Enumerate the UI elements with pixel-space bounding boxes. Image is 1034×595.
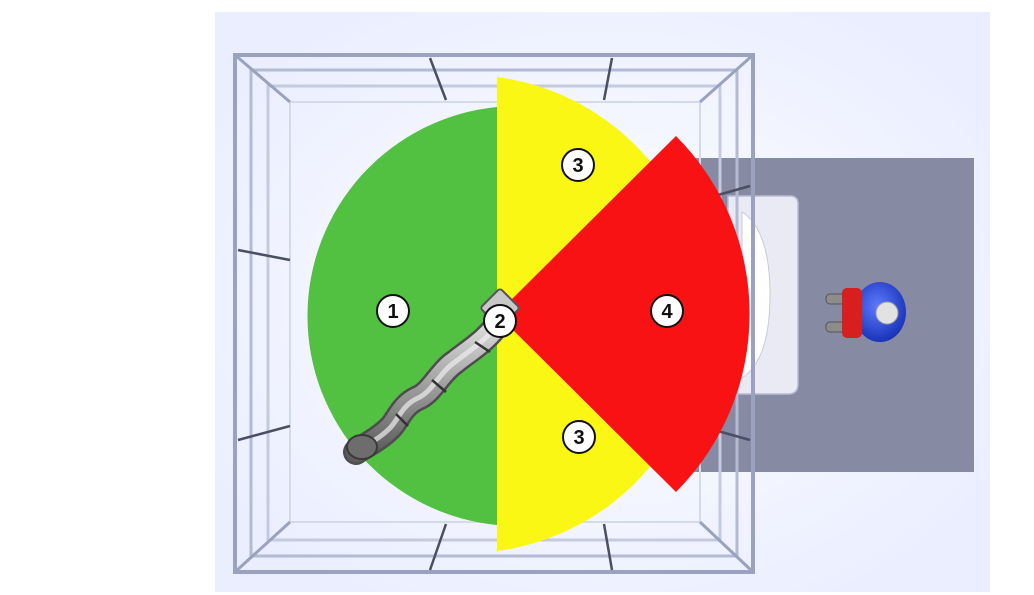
zone-3-bottom-marker: 3 [562, 420, 596, 454]
zone-1-label: 1 [387, 301, 398, 323]
zone-2-marker: 2 [483, 304, 517, 338]
zone-3-bottom-label: 3 [573, 427, 584, 449]
zone-4-danger-area [497, 136, 750, 492]
zone-3-top-label: 3 [572, 155, 583, 177]
person-icon [825, 282, 906, 342]
zone-4-label: 4 [661, 301, 673, 323]
zone-4-marker: 4 [650, 294, 684, 328]
zone-1-marker: 1 [376, 294, 410, 328]
zone-2-label: 2 [494, 311, 505, 333]
zone-3-top-marker: 3 [561, 148, 595, 182]
